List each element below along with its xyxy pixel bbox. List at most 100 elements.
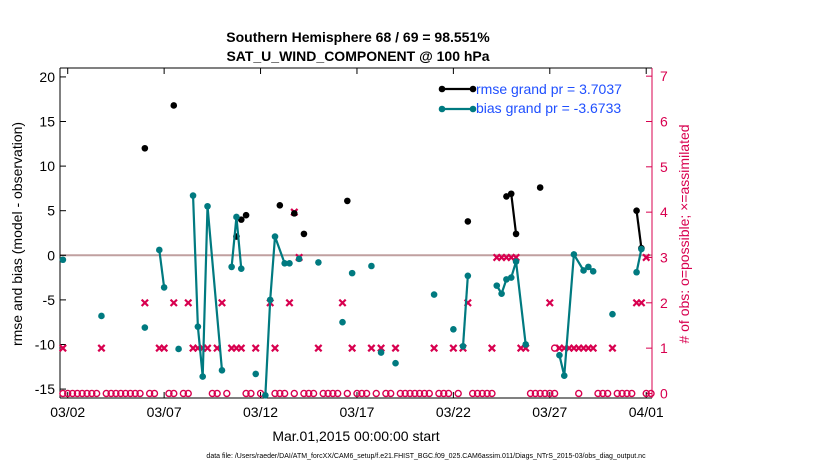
chart-title: Southern Hemisphere 68 / 69 = 98.551% <box>226 29 490 45</box>
obs-possible-marker <box>107 389 115 398</box>
rmse-point <box>633 207 640 215</box>
obs-possible-marker <box>319 389 327 398</box>
obs-possible-marker <box>358 389 366 398</box>
obs-possible-marker <box>290 389 298 398</box>
obs-possible-marker <box>546 389 554 398</box>
obs-assimilated-marker <box>160 344 169 353</box>
bias-point <box>633 268 640 276</box>
legend-rmse-label: rmse grand pr = 3.7037 <box>476 81 622 97</box>
obs-assimilated-marker <box>545 298 554 307</box>
data-file-footer: data file: /Users/raeder/DAI/ATM_forcXX/… <box>206 453 646 460</box>
bias-point <box>262 392 269 399</box>
obs-possible-marker <box>618 389 626 398</box>
obs-assimilated-marker <box>449 344 458 353</box>
obs-assimilated-marker <box>140 298 149 307</box>
obs-possible-marker <box>102 389 110 398</box>
y2-tick-label: 1 <box>660 340 668 356</box>
bias-point <box>252 370 260 378</box>
obs-possible-marker <box>444 389 453 398</box>
obs-possible-marker <box>324 389 332 398</box>
obs-assimilated-marker <box>338 298 347 307</box>
rmse-point <box>237 216 245 223</box>
obs-possible-marker <box>531 389 540 398</box>
y-tick-label: 5 <box>47 203 55 219</box>
obs-possible-marker <box>550 389 559 398</box>
obs-possible-marker <box>300 389 308 398</box>
obs-possible-marker <box>526 389 535 398</box>
bias-line-segment <box>635 248 643 273</box>
obs-possible-marker <box>468 389 477 398</box>
obs-possible-marker <box>623 389 631 398</box>
obs-possible-marker <box>145 389 154 398</box>
bias-point <box>286 260 293 267</box>
bias-point <box>348 269 356 277</box>
obs-possible-marker <box>603 389 612 398</box>
y2-tick-label: 7 <box>660 68 668 84</box>
x-tick-label: 03/02 <box>50 404 85 420</box>
obs-assimilated-marker <box>314 344 323 353</box>
obs-possible-marker <box>473 389 482 398</box>
obs-possible-marker <box>208 389 217 398</box>
y-tick-label: -10 <box>35 336 55 352</box>
obs-possible-marker <box>387 389 395 398</box>
rmse-point <box>512 230 520 238</box>
bias-point <box>218 367 226 374</box>
bias-point <box>156 246 163 254</box>
plot-area: -15 -10 -5 0 5 10 15 20 0 1 2 3 4 5 6 7 03/02 03/07 03/12 0… <box>35 67 668 420</box>
obs-possible-marker <box>179 389 188 398</box>
legend-bias-label: bias grand pr = -3.6733 <box>476 100 621 116</box>
bias-point <box>507 274 515 281</box>
x-tick-label: 03/17 <box>339 404 374 420</box>
obs-possible-marker <box>73 389 82 398</box>
bias-line-segment <box>558 250 594 376</box>
obs-possible-marker <box>478 389 487 398</box>
obs-possible-marker <box>305 389 313 398</box>
obs-possible-marker <box>276 389 284 398</box>
y2-tick-label: 5 <box>660 159 668 175</box>
y2-tick-label: 2 <box>660 295 668 311</box>
obs-possible-marker <box>599 389 607 398</box>
bias-point <box>160 284 168 291</box>
legend-box <box>435 77 648 119</box>
obs-possible-marker <box>242 389 250 398</box>
rmse-point <box>503 193 510 200</box>
obs-assimilated-marker <box>285 298 294 307</box>
bias-point <box>368 262 375 270</box>
rmse-point <box>242 211 250 219</box>
obs-possible-marker <box>415 389 424 398</box>
obs-possible-marker <box>88 389 96 398</box>
bias-point <box>189 192 197 199</box>
bias-point <box>339 318 346 326</box>
obs-assimilated-marker <box>642 253 651 262</box>
bias-point <box>315 259 322 266</box>
y-axis-label: rmse and bias (model - observation) <box>9 122 25 346</box>
rmse-point <box>290 210 298 217</box>
obs-possible-marker <box>406 389 414 398</box>
obs-assimilated-marker <box>430 344 439 353</box>
rmse-point <box>170 102 178 109</box>
rmse-line-segment <box>505 192 518 235</box>
rmse-point <box>300 230 308 238</box>
bias-point <box>377 349 385 356</box>
obs-assimilated-marker <box>367 344 376 353</box>
y2-tick-label: 3 <box>660 249 668 265</box>
obs-possible-marker <box>536 389 544 398</box>
bias-point <box>237 265 245 272</box>
bias-point <box>281 260 288 267</box>
bias-line-segment <box>461 275 469 347</box>
obs-possible-marker <box>343 389 352 398</box>
obs-possible-marker <box>411 389 419 398</box>
legend: rmse grand pr = 3.7037 bias grand pr = -… <box>435 77 648 119</box>
bias-point <box>271 233 279 240</box>
rmse-point <box>536 184 544 191</box>
obs-assimilated-marker <box>218 298 226 307</box>
obs-assimilated-marker <box>589 344 598 353</box>
obs-possible-marker <box>170 389 178 398</box>
obs-possible-marker <box>150 389 159 398</box>
obs-possible-marker <box>136 389 144 398</box>
bias-point <box>98 312 105 320</box>
bias-point <box>585 263 592 271</box>
obs-possible-marker <box>112 389 120 398</box>
obs-possible-marker <box>550 344 559 352</box>
obs-possible-marker <box>223 389 231 398</box>
